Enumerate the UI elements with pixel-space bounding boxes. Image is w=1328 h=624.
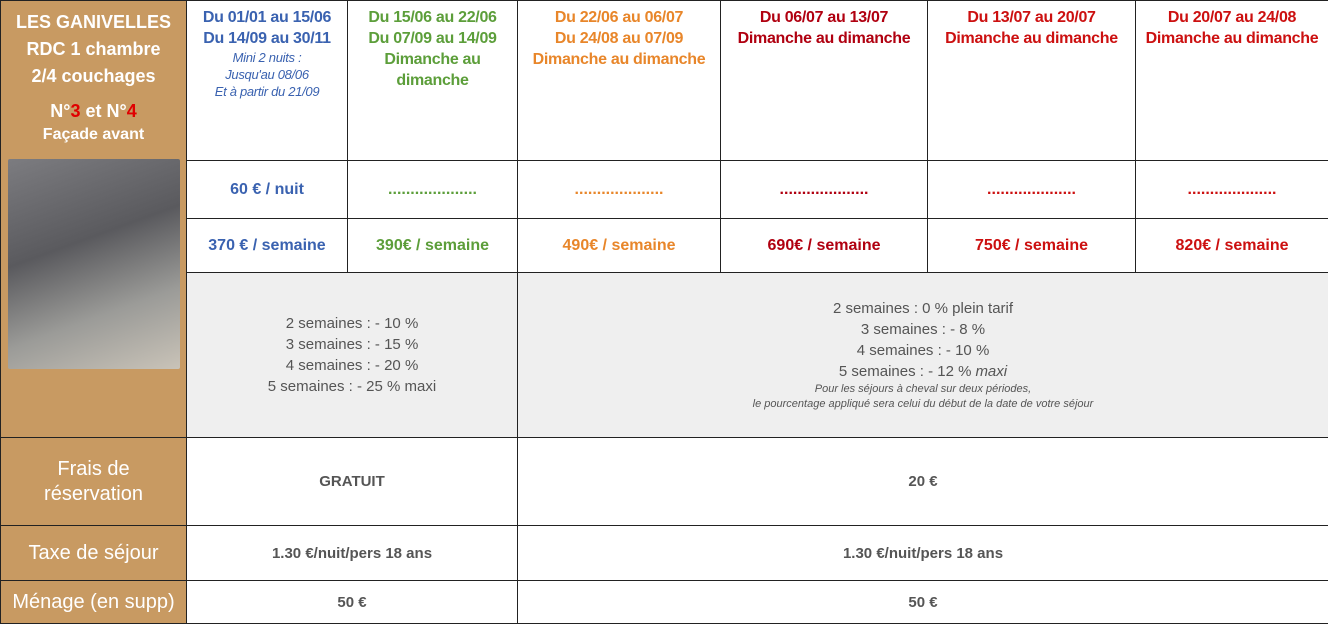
period-dates: Dimanche au dimanche bbox=[1136, 28, 1328, 49]
property-line: RDC 1 chambre bbox=[1, 36, 186, 63]
nightly-price: .................... bbox=[518, 161, 721, 219]
discount-line: 2 semaines : 0 % plein tarif bbox=[518, 298, 1328, 319]
unit-numbers: N°3 et N°4 bbox=[1, 98, 186, 125]
period-dates: Du 24/08 au 07/09 bbox=[518, 28, 720, 49]
period-dates: Du 15/06 au 22/06 bbox=[348, 7, 517, 28]
row-label-line: Ménage (en supp) bbox=[1, 590, 186, 615]
period-dates: dimanche bbox=[348, 70, 517, 91]
unit-part: N° bbox=[50, 101, 70, 121]
row-label: Taxe de séjour bbox=[1, 526, 187, 581]
row-value: 50 € bbox=[187, 581, 518, 624]
period-dates: Dimanche au bbox=[348, 49, 517, 70]
row-label-line: Taxe de séjour bbox=[1, 541, 186, 566]
row-value: 20 € bbox=[518, 438, 1328, 526]
discount-line: 3 semaines : - 8 % bbox=[518, 319, 1328, 340]
period-dates: Du 13/07 au 20/07 bbox=[928, 7, 1135, 28]
property-line: 2/4 couchages bbox=[1, 63, 186, 90]
nightly-price: .................... bbox=[721, 161, 928, 219]
period-dates: Du 06/07 au 13/07 bbox=[721, 7, 927, 28]
row-label-line: réservation bbox=[1, 482, 186, 507]
unit-part: 4 bbox=[127, 101, 137, 121]
photo bbox=[8, 159, 180, 369]
weekly-price: 690€ / semaine bbox=[721, 219, 928, 273]
weekly-price: 490€ / semaine bbox=[518, 219, 721, 273]
row-label: Ménage (en supp) bbox=[1, 581, 187, 624]
nightly-price: .................... bbox=[928, 161, 1136, 219]
period-dates: Dimanche au dimanche bbox=[928, 28, 1135, 49]
period-note: Et à partir du 21/09 bbox=[187, 83, 347, 100]
weekly-price: 370 € / semaine bbox=[187, 219, 348, 273]
row-value: 50 € bbox=[518, 581, 1328, 624]
discount-text: 5 semaines : - 12 % bbox=[839, 363, 972, 380]
row-value: GRATUIT bbox=[187, 438, 518, 526]
discount-line: 5 semaines : - 25 % maxi bbox=[187, 376, 517, 397]
period-dates: Dimanche au dimanche bbox=[721, 28, 927, 49]
period-note: Mini 2 nuits : bbox=[187, 49, 347, 66]
weekly-price: 390€ / semaine bbox=[348, 219, 518, 273]
period-dates: Du 22/06 au 06/07 bbox=[518, 7, 720, 28]
discount-line: 4 semaines : - 20 % bbox=[187, 355, 517, 376]
discount-emphasis: maxi bbox=[975, 363, 1007, 380]
row-value: 1.30 €/nuit/pers 18 ans bbox=[518, 526, 1328, 581]
row-value: 1.30 €/nuit/pers 18 ans bbox=[187, 526, 518, 581]
discount-line: 3 semaines : - 15 % bbox=[187, 334, 517, 355]
period-dates: Du 14/09 au 30/11 bbox=[187, 28, 347, 49]
period-dates: Du 01/01 au 15/06 bbox=[187, 7, 347, 28]
period-note: Jusqu'au 08/06 bbox=[187, 66, 347, 83]
weekly-price: 750€ / semaine bbox=[928, 219, 1136, 273]
unit-part: 3 bbox=[70, 101, 80, 121]
property-name: LES GANIVELLES bbox=[1, 9, 186, 36]
row-label-line: Frais de bbox=[1, 457, 186, 482]
discount-line: 4 semaines : - 10 % bbox=[518, 340, 1328, 361]
discount-line: 2 semaines : - 10 % bbox=[187, 313, 517, 334]
nightly-price: .................... bbox=[1136, 161, 1328, 219]
nightly-price: .................... bbox=[348, 161, 518, 219]
discount-note: Pour les séjours à cheval sur deux pério… bbox=[518, 382, 1328, 397]
nightly-price: 60 € / nuit bbox=[187, 161, 348, 219]
facade: Façade avant bbox=[1, 125, 186, 145]
unit-part: et N° bbox=[80, 101, 126, 121]
discount-note: le pourcentage appliqué sera celui du dé… bbox=[518, 397, 1328, 412]
period-dates: Dimanche au dimanche bbox=[518, 49, 720, 70]
discount-line: 5 semaines : - 12 %maxi bbox=[518, 361, 1328, 382]
period-dates: Du 07/09 au 14/09 bbox=[348, 28, 517, 49]
weekly-price: 820€ / semaine bbox=[1136, 219, 1328, 273]
discount-cell: 2 semaines : - 10 %3 semaines : - 15 %4 … bbox=[187, 273, 518, 438]
period-dates: Du 20/07 au 24/08 bbox=[1136, 7, 1328, 28]
